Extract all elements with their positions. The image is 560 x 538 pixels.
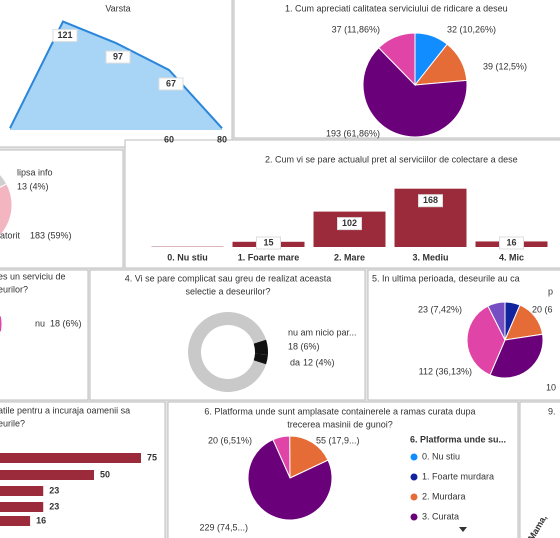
data-label: 23 xyxy=(49,501,59,511)
slice-label: 39 (12,5%) xyxy=(483,61,527,71)
x-tick-label: 0. Nu stiu xyxy=(167,252,208,262)
panel xyxy=(89,269,366,401)
pie-slice xyxy=(0,183,13,237)
slice-category: da xyxy=(290,357,300,367)
legend-dot xyxy=(410,493,418,501)
chart-title: es un serviciu de xyxy=(0,271,66,281)
pie-slice xyxy=(487,301,506,341)
slice-label: 23 (7,42%) xyxy=(418,304,462,314)
label-box xyxy=(337,217,362,231)
label-box xyxy=(52,29,78,43)
label-box xyxy=(499,236,524,250)
x-tick-label: 3. Mediu xyxy=(412,252,448,262)
x-tick-label: 4. Mic xyxy=(499,252,524,262)
legend-label: 0. Nu stiu xyxy=(422,451,460,461)
x-tick-label: 2. Mare xyxy=(334,252,365,262)
chart-title: 5. In ultima perioada, deseurile au ca xyxy=(372,273,520,283)
panel xyxy=(0,149,124,269)
slice-label: 20 (6 xyxy=(532,304,553,314)
panel xyxy=(519,401,560,538)
slice-category: lipsa info xyxy=(17,167,53,177)
area xyxy=(10,21,222,130)
bar xyxy=(0,486,44,496)
pie-slice xyxy=(253,353,268,365)
x-tick-label: 60 xyxy=(164,134,174,144)
slice-category: atorit xyxy=(0,230,21,240)
legend-label: 3. Curata xyxy=(422,511,459,521)
legend-dot xyxy=(410,453,418,461)
chart-title: 2. Cum vi se pare actualul pret al servi… xyxy=(265,154,518,164)
pie-slice xyxy=(0,315,3,333)
chart-title: 6. Platforma unde sunt amplasate contain… xyxy=(204,406,475,416)
slice-label: 183 (59%) xyxy=(30,230,72,240)
slice-label: 193 (61,86%) xyxy=(326,128,380,138)
chart-title: Varsta xyxy=(105,3,130,13)
pie-slice xyxy=(247,438,333,521)
data-label: 15 xyxy=(263,237,273,247)
slice-label: 229 (74,5...) xyxy=(199,522,248,532)
label-box xyxy=(256,236,281,250)
chart-title: 1. Cum apreciati calitatea serviciului d… xyxy=(285,3,508,13)
data-label: 121 xyxy=(57,30,72,40)
legend-dot xyxy=(410,513,418,521)
bar xyxy=(0,516,31,526)
data-label: 23 xyxy=(49,485,59,495)
data-label: 102 xyxy=(342,218,357,228)
slice-label: 18 (6%) xyxy=(288,341,320,351)
pie-slice xyxy=(289,435,329,479)
data-label: 16 xyxy=(36,515,46,525)
bar xyxy=(0,453,141,463)
x-tick-label: 1. Foarte mare xyxy=(238,252,300,262)
legend-title: 6. Platforma unde su... xyxy=(410,434,506,444)
panel xyxy=(167,401,519,538)
label-box xyxy=(158,77,184,91)
chart-title: eurile? xyxy=(0,418,25,428)
slice-label: 13 (4%) xyxy=(17,181,49,191)
slice-label: 32 (10,26%) xyxy=(447,24,496,34)
data-label: 16 xyxy=(506,237,516,247)
legend-label: 1. Foarte murdara xyxy=(422,471,494,481)
pie-slice xyxy=(362,47,468,138)
data-label: 97 xyxy=(113,51,123,61)
line xyxy=(9,20,223,129)
slice-label: 20 (6,51%) xyxy=(208,435,252,445)
label-box xyxy=(418,194,443,208)
data-label: 75 xyxy=(147,452,157,462)
bar xyxy=(0,502,44,512)
slice-label: 55 (17,9...) xyxy=(316,435,360,445)
chart-title: eurilor? xyxy=(0,284,28,294)
chart-title: trecerea masinii de gunoi? xyxy=(287,419,393,429)
slice-label: 112 (36,13%) xyxy=(419,366,472,376)
chart-title: p xyxy=(548,286,553,296)
panel xyxy=(0,269,89,401)
pie-slice xyxy=(0,309,2,339)
slice-label: 18 (6%) xyxy=(50,318,82,328)
pie-slice xyxy=(378,32,416,87)
chart-title: 9. xyxy=(548,406,556,416)
scroll-arrow[interactable] xyxy=(459,527,467,532)
slice-category: nu am nicio par... xyxy=(288,327,357,337)
chart-title: 4. Vi se pare complicat sau greu de real… xyxy=(125,273,331,283)
chart-title: atile pentru a incuraja oamenii sa xyxy=(0,405,130,415)
pie-slice xyxy=(188,312,267,392)
legend-dot xyxy=(410,473,418,481)
slice-label: 37 (11,86%) xyxy=(332,24,380,34)
data-label: 67 xyxy=(166,78,176,88)
bar xyxy=(0,470,94,480)
x-tick-label: 80 xyxy=(217,134,227,144)
label-box xyxy=(105,50,131,64)
pie-slice xyxy=(466,305,506,376)
slice-label: 10 xyxy=(546,382,556,392)
slice-label: 12 (4%) xyxy=(303,357,335,367)
legend-label: 2. Murdara xyxy=(422,491,466,501)
chart-title: selectie a deseurilor? xyxy=(185,286,270,296)
data-label: 168 xyxy=(423,195,438,205)
data-label: 50 xyxy=(100,469,110,479)
slice-category: nu xyxy=(35,318,45,328)
pie-slice xyxy=(253,339,269,355)
